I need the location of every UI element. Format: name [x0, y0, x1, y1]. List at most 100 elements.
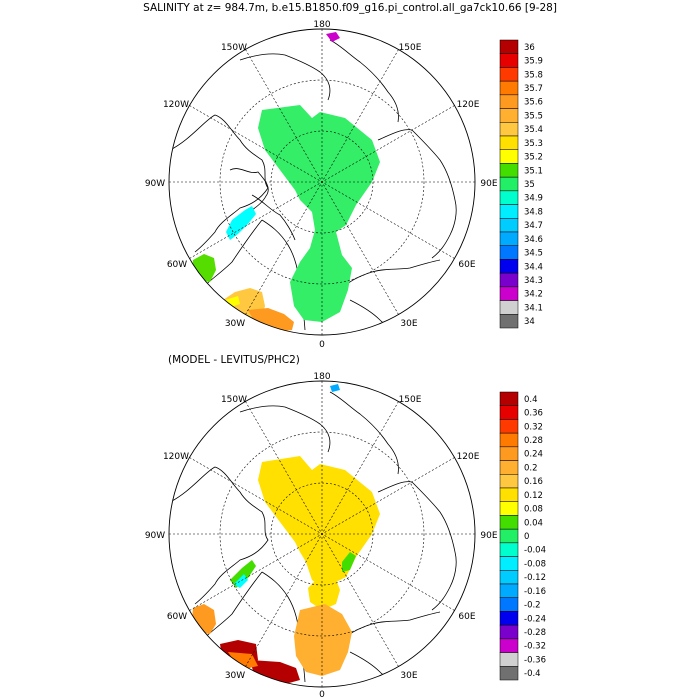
colorbar-swatch	[499, 487, 519, 502]
colorbar-swatch	[499, 666, 519, 681]
colorbar-label: 35.3	[524, 139, 543, 149]
colorbar-swatch	[499, 652, 519, 667]
colorbar-swatch	[499, 53, 519, 68]
colorbar-swatch	[499, 419, 519, 434]
lon-label-30e: 30E	[400, 319, 417, 329]
colorbar-label: 0.08	[524, 505, 543, 515]
colorbar-swatch	[499, 542, 519, 557]
anomaly-field-bering	[330, 384, 340, 392]
map-bottom: 180 150W 150E 120W 120E 90W 90E 60W 60E …	[145, 372, 498, 700]
colorbar-label: -0.16	[524, 587, 546, 597]
colorbar-label: 34.3	[524, 276, 543, 286]
colorbar-swatch	[499, 149, 519, 164]
anomaly-field-fram	[308, 574, 340, 610]
colorbar-label: 0.2	[524, 463, 538, 473]
colorbar-swatch	[499, 163, 519, 178]
colorbar-label: 0.16	[524, 477, 543, 487]
colorbar-label: 36	[524, 43, 535, 53]
colorbar-label: 34.7	[524, 221, 543, 231]
colorbar-swatch	[499, 501, 519, 516]
colorbar-swatch	[499, 528, 519, 544]
colorbar-swatch	[499, 597, 519, 612]
lon-label-120w-b: 120W	[163, 452, 189, 462]
colorbar-label: -0.24	[524, 614, 546, 624]
colorbar-label: 35.8	[524, 70, 543, 80]
colorbar-label: 35.9	[524, 57, 543, 67]
colorbar-swatch	[499, 122, 519, 137]
colorbar-swatch	[499, 515, 519, 530]
graticule-top	[169, 29, 475, 335]
anomaly-field-baffin-green	[230, 560, 256, 588]
lon-label-0-b: 0	[319, 690, 325, 700]
colorbar-swatch	[499, 314, 519, 329]
salinity-field-bering	[326, 32, 340, 42]
lon-label-90w: 90W	[145, 179, 165, 189]
figure-title-top: SALINITY at z= 984.7m, b.e15.B1850.f09_g…	[143, 2, 557, 14]
lon-label-60w: 60W	[167, 260, 187, 270]
colorbar-label: 34.9	[524, 194, 543, 204]
colorbar-label: -0.28	[524, 628, 546, 638]
colorbar-label: 0.32	[524, 422, 543, 432]
colorbar-label: 0.04	[524, 518, 543, 528]
colorbar-label: 35.1	[524, 166, 543, 176]
coastline-north-america-b	[169, 466, 269, 605]
coastline-siberia-b	[329, 391, 399, 475]
lon-label-90e: 90E	[480, 179, 497, 189]
lon-label-0: 0	[319, 340, 325, 350]
colorbar-swatch	[499, 272, 519, 288]
lon-label-90w-b: 90W	[145, 531, 165, 541]
lon-label-150w: 150W	[221, 43, 247, 53]
colorbar-label: 34	[524, 317, 535, 327]
colorbar-label: 35.7	[524, 84, 543, 94]
colorbar-label: -0.12	[524, 573, 546, 583]
colorbar-swatch	[499, 570, 519, 585]
colorbar-swatch	[499, 218, 519, 233]
colorbar-swatch	[499, 204, 519, 219]
colorbar-swatch	[499, 108, 519, 123]
colorbar-swatch	[499, 391, 519, 406]
coastline-alaska-b	[239, 405, 331, 453]
figure-title-bottom: (MODEL - LEVITUS/PHC2)	[168, 354, 300, 366]
colorbar-label: 35.2	[524, 153, 543, 163]
colorbar-swatch	[499, 432, 519, 448]
colorbar-swatch	[499, 300, 519, 315]
colorbar-swatch	[499, 176, 519, 192]
colorbar-swatch	[499, 460, 519, 475]
coastline-siberia	[329, 39, 399, 123]
colorbar-swatch	[499, 94, 519, 109]
colorbar-swatch	[499, 231, 519, 246]
colorbar-label: 34.8	[524, 207, 543, 217]
lon-label-60e-b: 60E	[458, 612, 475, 622]
anomaly-field-kara	[342, 552, 356, 572]
colorbar-swatch	[499, 67, 519, 82]
colorbar-bottom: 0.4 0.36 0.32 0.28 0.24 0.2 0.16 0.12 0.08 0.04 0 -…	[499, 391, 546, 681]
colorbar-label: 35.6	[524, 98, 543, 108]
lon-label-60w-b: 60W	[167, 612, 187, 622]
map-top: 180 150W 150E 120W 120E 90W 90E 60W 60E …	[145, 20, 498, 350]
colorbar-label: 34.2	[524, 290, 543, 300]
salinity-field-arctic-basin	[258, 105, 380, 322]
colorbar-label: 0.24	[524, 450, 543, 460]
colorbar-swatch	[499, 624, 519, 640]
anomaly-field-atlantic-orange	[228, 652, 258, 670]
colorbar-swatch	[499, 583, 519, 598]
colorbar-label: -0.2	[524, 601, 541, 611]
colorbar-swatch	[499, 611, 519, 626]
coastline-north-america	[169, 114, 269, 253]
colorbar-label: -0.08	[524, 559, 546, 569]
colorbar-label: 35.5	[524, 111, 543, 121]
colorbar-label: 34.1	[524, 303, 543, 313]
coastline-canadian-archipelago	[229, 168, 296, 241]
colorbar-label: 35	[524, 180, 535, 190]
lon-label-180: 180	[313, 20, 330, 30]
lon-label-60e: 60E	[458, 260, 475, 270]
lon-label-30w: 30W	[225, 319, 245, 329]
colorbar-label: 34.4	[524, 262, 543, 272]
colorbar-label: 0.28	[524, 436, 543, 446]
colorbar-label: 0	[524, 532, 529, 542]
colorbar-label: 0.36	[524, 409, 543, 419]
colorbar-swatch	[499, 245, 519, 260]
colorbar-swatch	[499, 286, 519, 301]
lon-label-30e-b: 30E	[400, 671, 417, 681]
